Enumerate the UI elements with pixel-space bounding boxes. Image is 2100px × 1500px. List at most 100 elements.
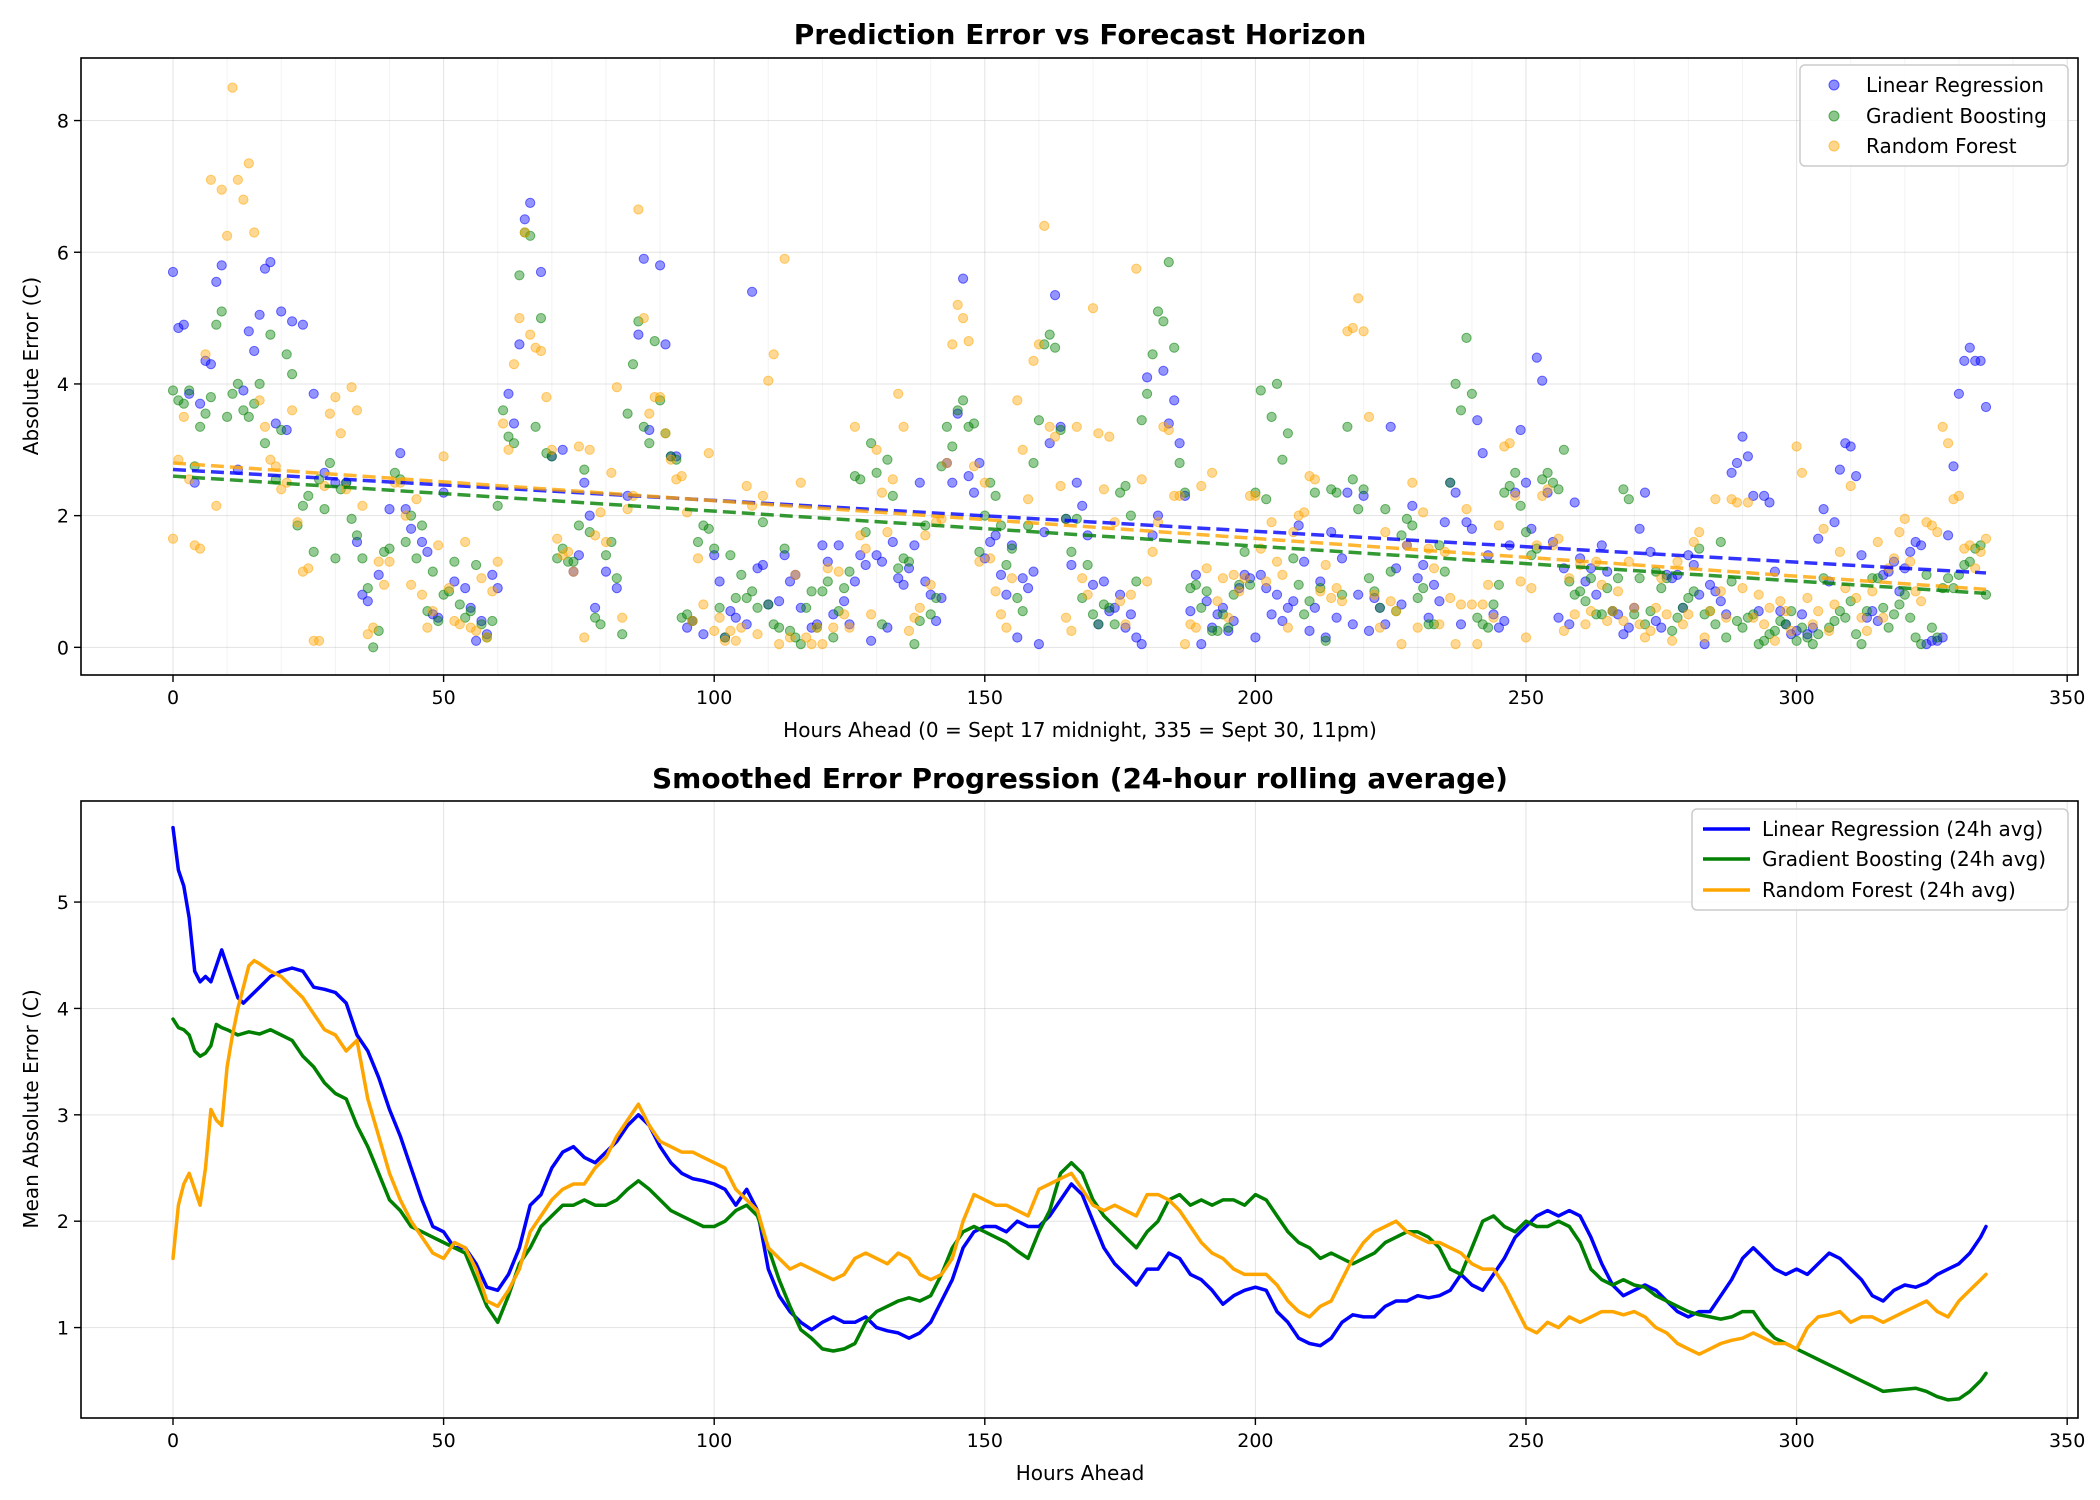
scatter-point (1147, 546, 1158, 558)
scatter-point (595, 507, 606, 518)
scatter-point (811, 619, 823, 630)
scatter-point (611, 382, 622, 393)
scatter-point (1093, 428, 1104, 439)
scatter-point (1044, 329, 1055, 340)
scatter-point (1342, 421, 1353, 432)
scatter-point (1878, 602, 1889, 613)
scatter-point (909, 612, 920, 623)
legend-marker-gradient-boosting (1828, 110, 1840, 122)
scatter-point (1087, 303, 1099, 314)
scatter-point (1120, 619, 1131, 630)
scatter-point (849, 471, 861, 482)
scatter-point (801, 632, 812, 643)
scatter-point (1926, 622, 1938, 633)
scatter-point (1602, 615, 1613, 627)
scatter-point (303, 490, 314, 501)
scatter-point (1115, 487, 1126, 498)
scatter-point (1391, 606, 1402, 617)
scatter-point (985, 536, 996, 548)
scatter-point (968, 461, 980, 472)
scatter-point (568, 556, 579, 567)
scatter-point (703, 448, 714, 459)
scatter-point (1526, 583, 1537, 594)
scatter-point (1672, 556, 1683, 567)
scatter-point (1174, 457, 1185, 469)
scatter-point (1694, 543, 1705, 554)
scatter-point (936, 461, 947, 472)
scatter-point (844, 619, 855, 630)
scatter-point (1650, 615, 1662, 627)
scatter-point (936, 592, 947, 604)
scatter-point (1661, 609, 1672, 620)
scatter-point (492, 556, 503, 567)
scatter-point (1396, 599, 1407, 610)
line-series-linear-regression-24h-avg (171, 825, 1988, 1348)
scatter-point (1932, 527, 1943, 538)
scatter-point (1428, 619, 1440, 630)
scatter-point (1315, 586, 1326, 597)
scatter-point (1234, 586, 1245, 597)
scatter-point (276, 484, 287, 495)
scatter-point (1288, 553, 1299, 564)
scatter-point (195, 543, 206, 554)
scatter-point (638, 313, 649, 324)
scatter-point (557, 550, 568, 561)
scatter-point (909, 639, 920, 650)
scatter-point (1975, 355, 1986, 366)
scatter-point (990, 586, 1001, 597)
scatter-point (1710, 586, 1721, 597)
scatter-point (1878, 569, 1889, 581)
scatter-point (487, 586, 498, 597)
scatter-point (1493, 579, 1505, 590)
scatter-point (784, 576, 796, 587)
scatter-point (535, 345, 547, 357)
scatter-series-gradient-boosting (167, 227, 1992, 653)
scatter-point (1369, 586, 1380, 597)
scatter-point (1131, 576, 1142, 587)
scatter-point (1363, 625, 1375, 637)
scatter-point (725, 606, 736, 617)
y-tick-label: 1 (57, 1318, 69, 1340)
scatter-point (1450, 378, 1461, 389)
scatter-point (1829, 615, 1840, 627)
scatter-point (1537, 490, 1548, 501)
scatter-point (270, 418, 281, 429)
scatter-point (671, 451, 682, 462)
scatter-point (974, 546, 985, 558)
scatter-point (297, 500, 308, 511)
scatter-point (487, 569, 498, 581)
scatter-point (460, 536, 471, 548)
scatter-point (1878, 612, 1889, 623)
scatter-point (449, 615, 460, 627)
legend-label-gradient-boosting: Gradient Boosting (24h avg) (1762, 847, 2046, 871)
scatter-point (254, 378, 265, 389)
x-tick-label: 150 (967, 1430, 1003, 1452)
scatter-point (1872, 615, 1883, 627)
y-axis-label: Absolute Error (C) (19, 277, 43, 455)
scatter-point (1607, 606, 1618, 617)
scatter-point (1618, 615, 1629, 627)
scatter-point (287, 405, 298, 416)
scatter-point (384, 543, 395, 554)
scatter-point (1802, 632, 1813, 643)
scatter-point (195, 398, 206, 409)
scatter-point (584, 510, 595, 521)
scatter-point (1726, 494, 1737, 505)
scatter-point (1179, 487, 1191, 498)
scatter-point (1634, 619, 1645, 630)
scatter-point (1412, 573, 1423, 584)
scatter-point (395, 448, 406, 459)
scatter-point (211, 276, 222, 287)
scatter-point (1710, 494, 1721, 505)
scatter-point (941, 457, 953, 469)
scatter-point (1353, 589, 1364, 600)
scatter-point (1645, 606, 1656, 617)
scatter-point (1418, 583, 1429, 594)
scatter-point (1223, 625, 1234, 637)
scatter-point (1239, 573, 1250, 584)
scatter-point (1277, 615, 1288, 627)
scatter-point (259, 438, 271, 449)
scatter-point (795, 602, 806, 613)
scatter-point (1851, 592, 1862, 604)
scatter-point (1921, 639, 1932, 650)
